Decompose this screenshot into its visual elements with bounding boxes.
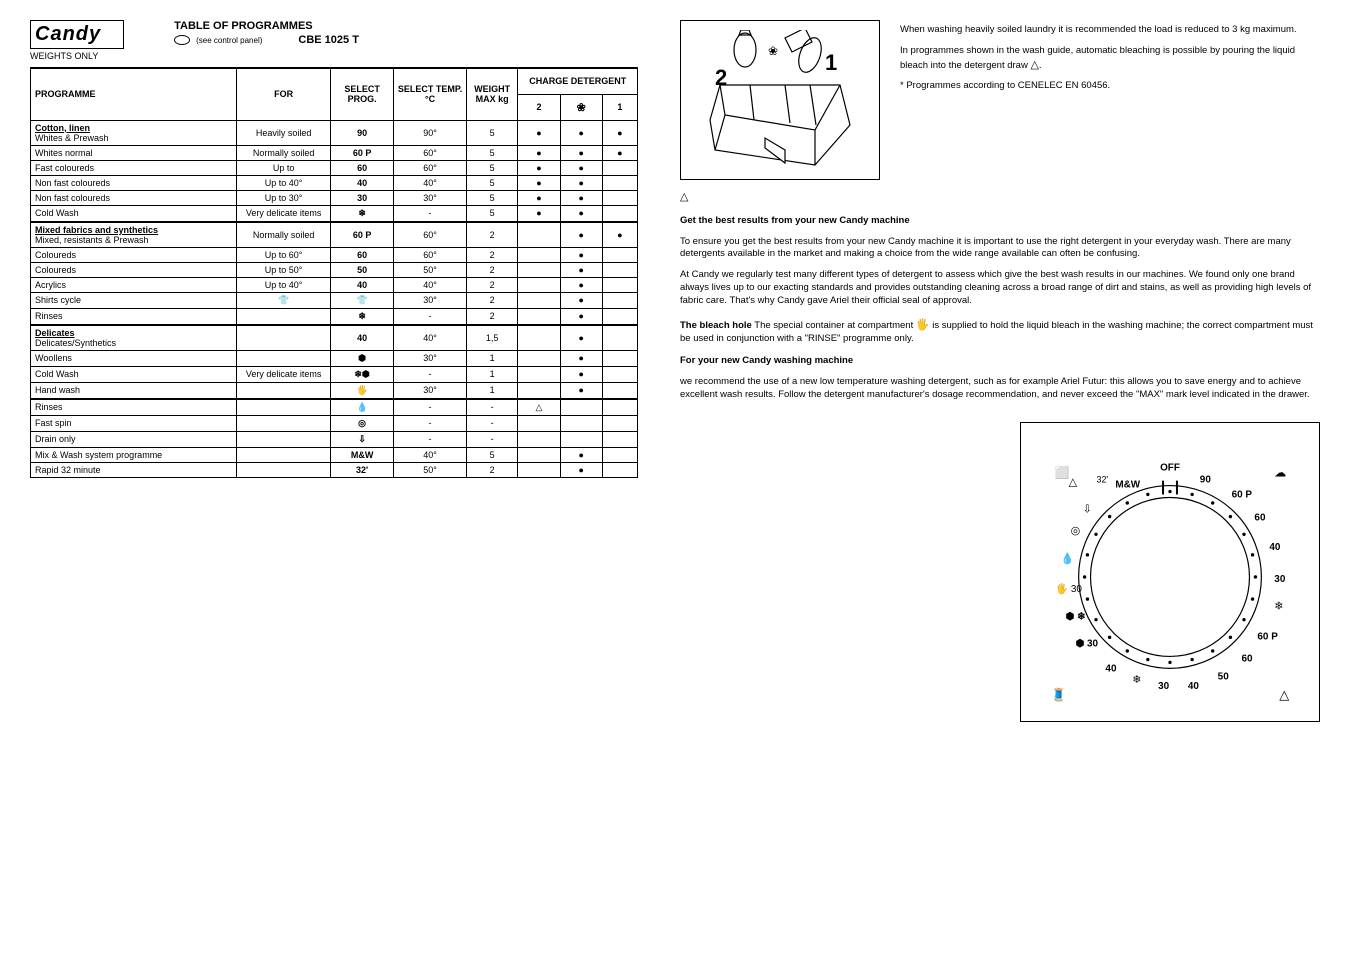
table-row: ColouredsUp to 50°5050°2● [31,262,638,277]
table-row: Mixed fabrics and syntheticsMixed, resis… [31,222,638,248]
hand-icon: 🖐 [916,319,930,331]
table-row: AcrylicsUp to 40°4040°2● [31,277,638,292]
control-panel-note: (see control panel) [196,36,262,45]
table-row: DelicatesDelicates/Synthetics4040°1,5● [31,325,638,351]
table-row: Rapid 32 minute32'50°2● [31,462,638,477]
svg-text:◎: ◎ [1071,525,1081,537]
svg-text:🖐 30: 🖐 30 [1056,582,1083,595]
weights-note: WEIGHTS ONLY [30,51,124,61]
circle-icon [174,35,190,45]
model-number: CBE 1025 T [298,34,359,46]
svg-text:40: 40 [1105,663,1117,674]
table-row: Fast colouredsUp to6060°5●● [31,160,638,175]
note-bleach: In programmes shown in the wash guide, a… [900,45,1320,73]
svg-text:30: 30 [1274,574,1286,585]
table-row: Shirts cycle👕👕30°2● [31,292,638,308]
heading-bleach-hole: The bleach hole [680,320,752,331]
table-row: Cold WashVery delicate items❄⬢-1● [31,366,638,382]
svg-text:❄: ❄ [1274,601,1283,613]
svg-text:90: 90 [1200,474,1212,485]
note-heavy-soil: When washing heavily soiled laundry it i… [900,24,1320,37]
svg-text:50: 50 [1218,671,1230,682]
note-cenelec: * Programmes according to CENELEC EN 604… [900,80,1320,93]
table-row: Non fast colouredsUp to 30°3030°5●● [31,190,638,205]
th-select-temp: SELECT TEMP. °C [394,68,467,120]
brand-logo: Candy [30,20,124,49]
svg-text:60 P: 60 P [1232,489,1253,500]
th-for: FOR [237,68,331,120]
svg-text:OFF: OFF [1160,462,1180,473]
table-row: Mix & Wash system programmeM&W40°5● [31,447,638,462]
svg-text:40: 40 [1188,681,1200,692]
detergent-drawer-figure: ❀ 1 2 [680,20,880,180]
para-ariel: At Candy we regularly test many differen… [680,269,1320,307]
table-row: Rinses💧--△ [31,399,638,416]
th-programme: PROGRAMME [31,68,237,120]
svg-text:M&W: M&W [1115,479,1140,490]
svg-text:⇩: ⇩ [1083,503,1092,515]
svg-text:△: △ [1279,687,1289,702]
table-row: Cotton, linenWhites & PrewashHeavily soi… [31,120,638,145]
th-weight: WEIGHT MAX kg [466,68,518,120]
th-select-prog: SELECT PROG. [330,68,393,120]
table-row: ColouredsUp to 60°6060°2● [31,247,638,262]
svg-text:🧵: 🧵 [1051,687,1067,703]
heading-new-machine: For your new Candy washing machine [680,355,853,366]
th-compartment-1: 1 [602,94,637,120]
page-title: TABLE OF PROGRAMMES [174,20,359,32]
svg-text:❀: ❀ [768,44,778,58]
triangle-bullet: △ [680,190,1320,205]
triangle-icon: △ [1030,59,1038,71]
svg-text:⬢ 30: ⬢ 30 [1076,638,1099,649]
svg-text:60 P: 60 P [1257,631,1278,642]
svg-text:💧: 💧 [1061,552,1075,565]
para-best-results: To ensure you get the best results from … [680,236,1320,262]
svg-text:⬢ ❄: ⬢ ❄ [1066,611,1086,622]
table-row: Woollens⬢30°1● [31,350,638,366]
th-compartment-2: 2 [518,94,560,120]
svg-text:☁: ☁ [1274,465,1286,479]
svg-text:40: 40 [1269,542,1281,553]
svg-text:△: △ [1069,476,1078,488]
svg-text:30: 30 [1158,681,1170,692]
programme-dial-figure: OFF M&W 32' ⬜ ☁ △ 90 60 P 60 40 30 ❄ 60 … [1020,422,1320,722]
table-row: Non fast colouredsUp to 40°4040°5●● [31,175,638,190]
drawer-label-1: 1 [825,50,837,75]
para-new-machine: we recommend the use of a new low temper… [680,376,1320,402]
th-detergent: CHARGE DETERGENT [518,68,638,94]
table-row: Drain only⇩-- [31,431,638,447]
svg-text:❄: ❄ [1132,674,1141,686]
table-row: Hand wash🖐30°1● [31,382,638,399]
table-row: Whites normalNormally soiled60 P60°5●●● [31,145,638,160]
svg-text:60: 60 [1242,653,1254,664]
drawer-label-2: 2 [715,65,727,90]
svg-text:60: 60 [1254,512,1266,523]
table-row: Cold WashVery delicate items❄-5●● [31,205,638,222]
programmes-table: PROGRAMME FOR SELECT PROG. SELECT TEMP. … [30,67,638,478]
table-row: Fast spin◎-- [31,415,638,431]
table-row: Rinses❄-2● [31,308,638,325]
svg-text:⬜: ⬜ [1055,465,1070,479]
heading-best-results: Get the best results from your new Candy… [680,215,910,226]
svg-text:32': 32' [1096,474,1108,484]
th-compartment-flower: ❀ [560,94,602,120]
